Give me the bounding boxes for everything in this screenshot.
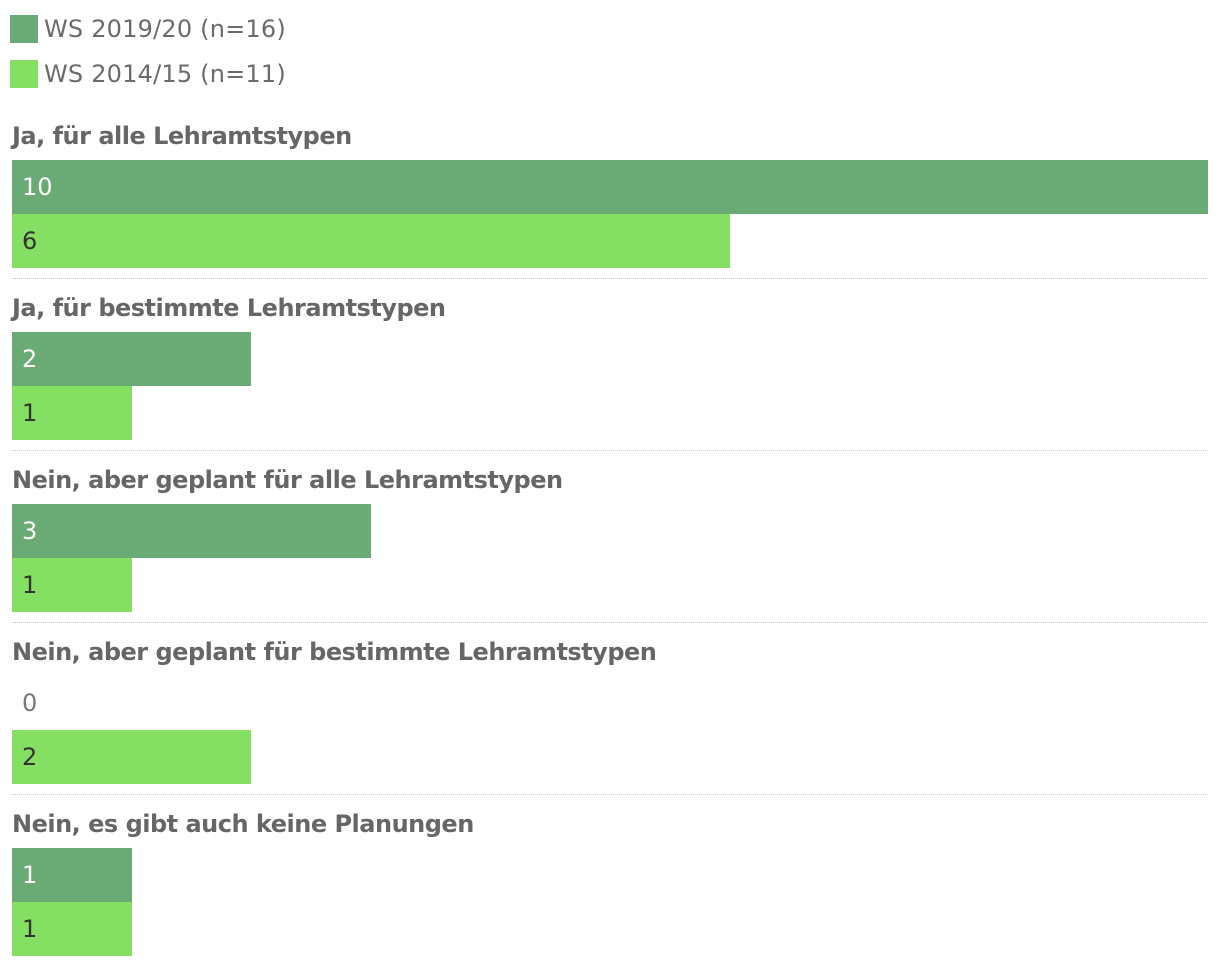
category-label-nein-aber-geplant-fuer-bestimmte-lehramtstypen: Nein, aber geplant für bestimmte Lehramt… [12,638,657,666]
bar-ja-fuer-bestimmte-lehramtstypen-ws-2019-20 [12,332,251,386]
data-label-ja-fuer-alle-lehramtstypen-ws-2014-15: 6 [22,227,38,255]
category-label-nein-aber-geplant-fuer-alle-lehramtstypen: Nein, aber geplant für alle Lehramtstype… [12,466,563,494]
bar-ja-fuer-bestimmte-lehramtstypen-ws-2014-15 [12,386,132,440]
data-label-nein-aber-geplant-fuer-alle-lehramtstypen-ws-2014-15: 1 [22,571,38,599]
group-separator [12,794,1208,795]
legend-swatch-ws-2019-20 [10,15,38,43]
legend-label-ws-2019-20: WS 2019/20 (n=16) [44,15,286,43]
data-label-nein-aber-geplant-fuer-bestimmte-lehramtstypen-ws-2014-15: 2 [22,743,38,771]
data-label-ja-fuer-bestimmte-lehramtstypen-ws-2019-20: 2 [22,345,38,373]
bar-nein-es-gibt-auch-keine-planungen-ws-2019-20 [12,848,132,902]
bar-ja-fuer-alle-lehramtstypen-ws-2014-15 [12,214,730,268]
group-separator [12,278,1208,279]
bar-nein-aber-geplant-fuer-alle-lehramtstypen-ws-2019-20 [12,504,371,558]
legend-swatch-ws-2014-15 [10,60,38,88]
category-label-nein-es-gibt-auch-keine-planungen: Nein, es gibt auch keine Planungen [12,810,474,838]
data-label-nein-es-gibt-auch-keine-planungen-ws-2019-20: 1 [22,861,38,889]
data-label-nein-es-gibt-auch-keine-planungen-ws-2014-15: 1 [22,915,38,943]
group-separator [12,622,1208,623]
data-label-nein-aber-geplant-fuer-bestimmte-lehramtstypen-ws-2019-20: 0 [22,689,38,717]
bar-ja-fuer-alle-lehramtstypen-ws-2019-20 [12,160,1208,214]
data-label-ja-fuer-bestimmte-lehramtstypen-ws-2014-15: 1 [22,399,38,427]
group-separator [12,450,1208,451]
legend-label-ws-2014-15: WS 2014/15 (n=11) [44,60,286,88]
bar-nein-aber-geplant-fuer-alle-lehramtstypen-ws-2014-15 [12,558,132,612]
bar-nein-aber-geplant-fuer-bestimmte-lehramtstypen-ws-2014-15 [12,730,251,784]
bar-nein-es-gibt-auch-keine-planungen-ws-2014-15 [12,902,132,956]
category-label-ja-fuer-bestimmte-lehramtstypen: Ja, für bestimmte Lehramtstypen [12,294,446,322]
data-label-nein-aber-geplant-fuer-alle-lehramtstypen-ws-2019-20: 3 [22,517,38,545]
category-label-ja-fuer-alle-lehramtstypen: Ja, für alle Lehramtstypen [12,122,352,150]
legend-item-ws-2019-20: WS 2019/20 (n=16) [10,14,286,44]
legend-item-ws-2014-15: WS 2014/15 (n=11) [10,59,286,89]
data-label-ja-fuer-alle-lehramtstypen-ws-2019-20: 10 [22,173,53,201]
